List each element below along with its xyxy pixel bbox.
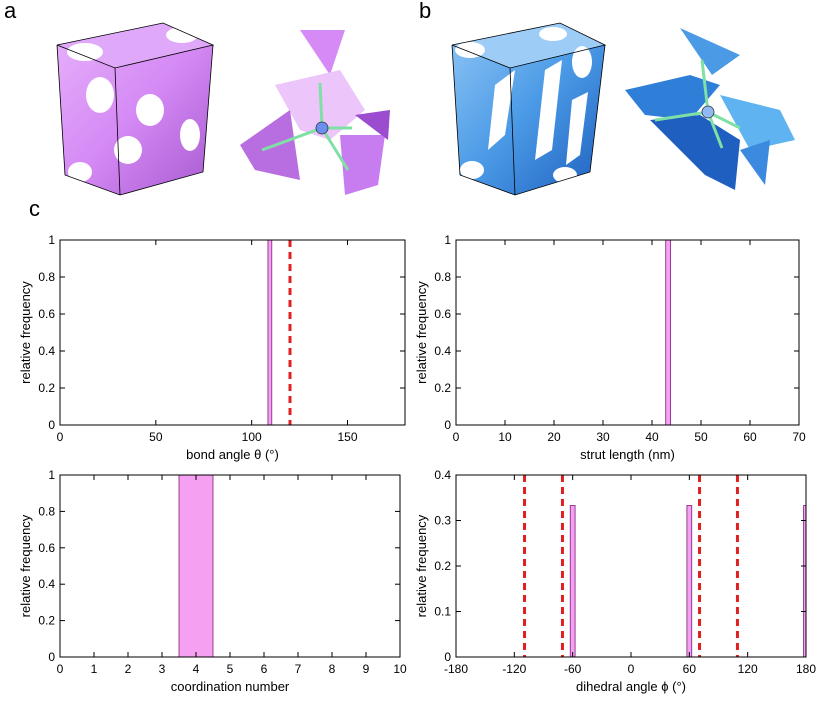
chart1-frame bbox=[59, 239, 406, 426]
chart2-y-tick-label: 0.2 bbox=[434, 381, 451, 395]
chart4-x-tick-label: 180 bbox=[796, 662, 816, 676]
chart4-x-tick-label: -180 bbox=[444, 662, 468, 676]
chart3-x-tick-label: 4 bbox=[193, 662, 200, 676]
chart3-x-tick-label: 1 bbox=[91, 662, 98, 676]
chart2-frame bbox=[455, 239, 800, 426]
chart1-y-tick-label: 0 bbox=[48, 418, 55, 432]
chart2-y-tick-label: 0.4 bbox=[434, 344, 451, 358]
chart3-x-tick-label: 8 bbox=[329, 662, 336, 676]
chart3-x-tick-label: 10 bbox=[393, 662, 407, 676]
chart1-y-tick-label: 0.6 bbox=[38, 307, 55, 321]
chart4-y-tick-label: 0.1 bbox=[434, 605, 451, 619]
chart4-x-tick-label: -120 bbox=[502, 662, 526, 676]
chart3-y-tick-label: 0.4 bbox=[38, 577, 55, 591]
chart4-y-tick-label: 0 bbox=[444, 650, 451, 664]
chart1-x-axis-title: bond angle θ (°) bbox=[186, 447, 279, 462]
chart1-y-tick-label: 1 bbox=[48, 233, 55, 247]
chart2-x-tick-label: 60 bbox=[743, 430, 757, 444]
chart1-bar bbox=[267, 239, 273, 426]
chart3-x-tick-label: 9 bbox=[363, 662, 370, 676]
chart2-y-tick-label: 0.6 bbox=[434, 307, 451, 321]
chart3-y-tick-label: 0.8 bbox=[38, 504, 55, 518]
panel-label-c: c bbox=[29, 196, 40, 221]
diamond-unit-cell bbox=[451, 22, 607, 196]
chart2-x-tick-label: 10 bbox=[498, 430, 512, 444]
chart2-x-tick-label: 0 bbox=[453, 430, 460, 444]
chart2-x-tick-label: 50 bbox=[694, 430, 708, 444]
chart4-x-axis-title: dihedral angle ϕ (°) bbox=[576, 679, 686, 694]
panel-label-b: b bbox=[419, 0, 432, 23]
chart3-x-tick-label: 6 bbox=[261, 662, 268, 676]
chart4-x-tick-label: -60 bbox=[564, 662, 582, 676]
chart3-y-axis-title: relative frequency bbox=[18, 514, 33, 617]
chart3-bar bbox=[178, 474, 214, 658]
chart3-x-tick-label: 2 bbox=[125, 662, 132, 676]
chart4-bar bbox=[569, 505, 576, 658]
panel-label-a: a bbox=[4, 0, 17, 23]
chart2-y-tick-label: 0 bbox=[444, 418, 451, 432]
chart2-x-axis-title: strut length (nm) bbox=[580, 447, 675, 462]
chart2-x-tick-label: 20 bbox=[547, 430, 561, 444]
chart3-x-axis-title: coordination number bbox=[171, 679, 290, 694]
gyroid-unit-cell bbox=[56, 22, 215, 196]
chart1-x-tick-label: 150 bbox=[337, 430, 357, 444]
chart4-x-tick-label: 0 bbox=[628, 662, 635, 676]
chart3-y-tick-label: 0.2 bbox=[38, 614, 55, 628]
chart1-y-tick-label: 0.4 bbox=[38, 344, 55, 358]
chart4-y-tick-label: 0.2 bbox=[434, 559, 451, 573]
chart1-y-tick-label: 0.8 bbox=[38, 270, 55, 284]
chart2-x-tick-label: 30 bbox=[596, 430, 610, 444]
chart1-x-tick-label: 0 bbox=[57, 430, 64, 444]
chart4-y-tick-label: 0.3 bbox=[434, 514, 451, 528]
chart1-y-tick-label: 0.2 bbox=[38, 381, 55, 395]
chart3-frame bbox=[59, 474, 401, 658]
chart2-x-tick-label: 40 bbox=[645, 430, 659, 444]
chart4-bar bbox=[686, 505, 693, 658]
chart2-y-tick-label: 0.8 bbox=[434, 270, 451, 284]
diamond-node bbox=[625, 28, 795, 190]
gyroid-node bbox=[240, 30, 390, 195]
chart4-x-tick-label: 120 bbox=[738, 662, 758, 676]
chart1-y-axis-title: relative frequency bbox=[18, 281, 33, 384]
chart3-y-tick-label: 0 bbox=[48, 650, 55, 664]
chart3-x-tick-label: 0 bbox=[57, 662, 64, 676]
chart2-bar bbox=[665, 239, 672, 426]
chart3-x-tick-label: 7 bbox=[295, 662, 302, 676]
chart2-x-tick-label: 70 bbox=[792, 430, 806, 444]
chart2-y-axis-title: relative frequency bbox=[414, 281, 429, 384]
chart2-y-tick-label: 1 bbox=[444, 233, 451, 247]
chart3-x-tick-label: 3 bbox=[159, 662, 166, 676]
chart4-y-tick-label: 0.4 bbox=[434, 468, 451, 482]
chart3-y-tick-label: 0.6 bbox=[38, 541, 55, 555]
chart3-y-tick-label: 1 bbox=[48, 468, 55, 482]
chart4-frame bbox=[455, 474, 807, 658]
chart4-x-tick-label: 60 bbox=[683, 662, 697, 676]
chart3-x-tick-label: 5 bbox=[227, 662, 234, 676]
chart1-x-tick-label: 50 bbox=[149, 430, 163, 444]
chart1-x-tick-label: 100 bbox=[242, 430, 262, 444]
chart4-y-axis-title: relative frequency bbox=[414, 514, 429, 617]
